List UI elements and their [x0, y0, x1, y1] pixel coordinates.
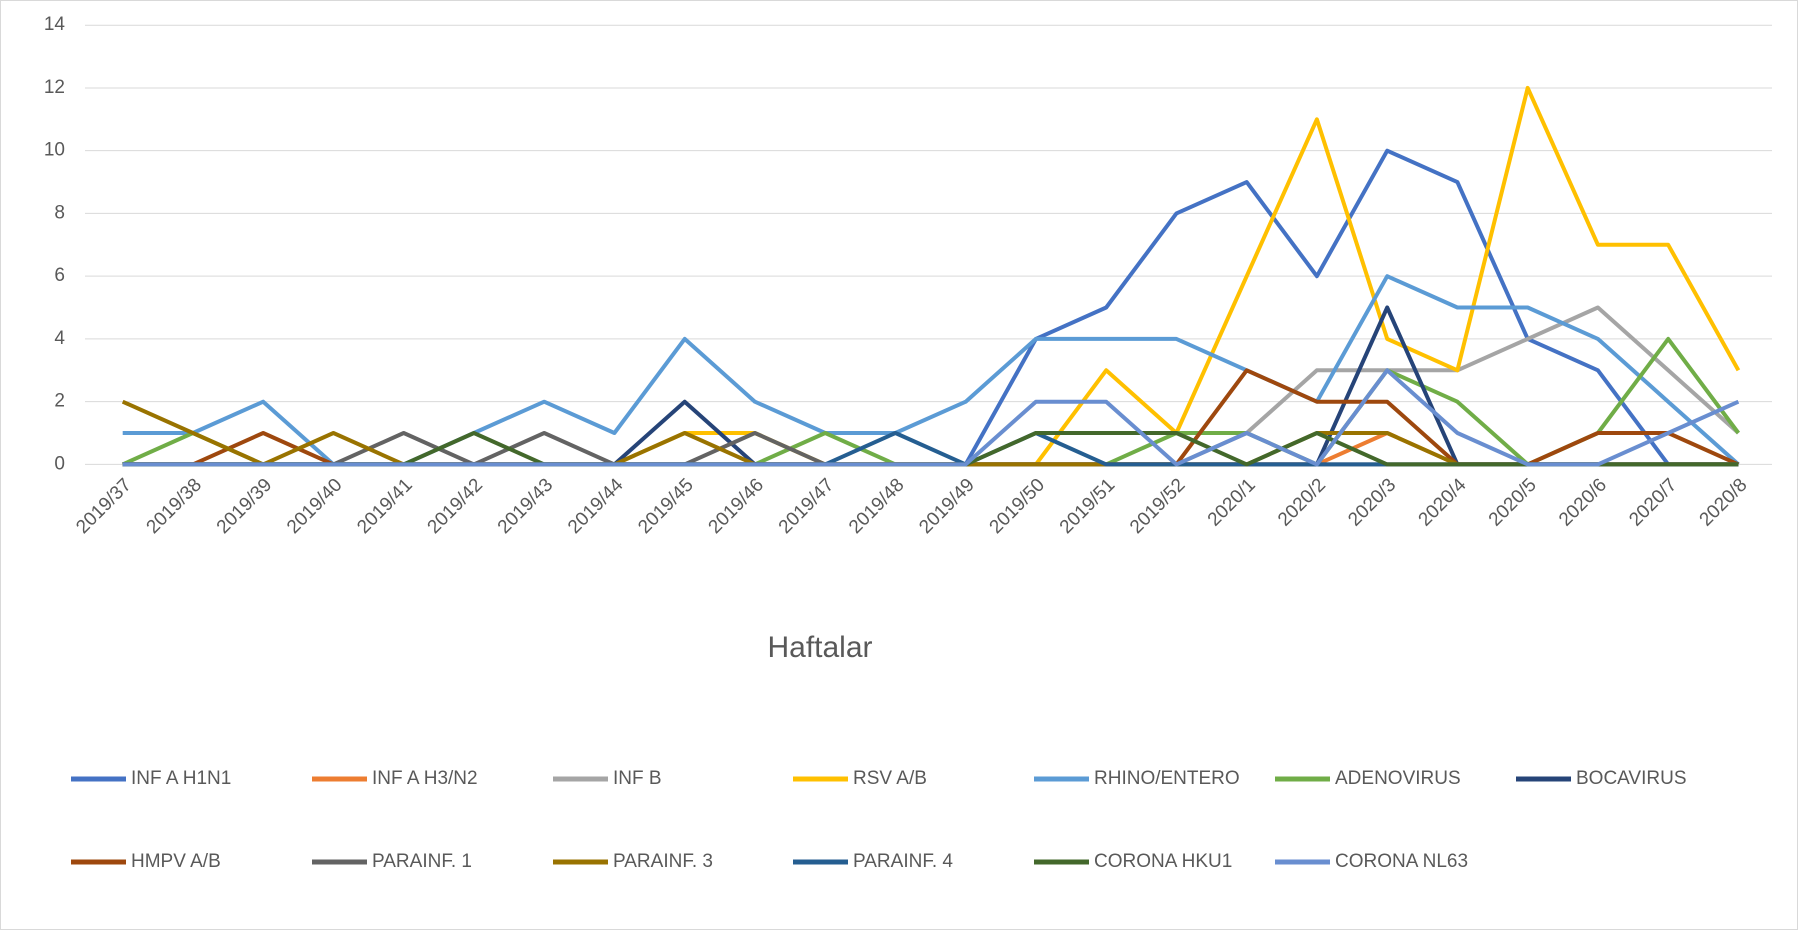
legend-label: BOCAVIRUS	[1576, 768, 1687, 789]
legend-label: INF A H3/N2	[372, 768, 478, 789]
y-tick-label: 4	[54, 328, 65, 349]
legend-label: CORONA HKU1	[1094, 851, 1232, 872]
legend-label: INF B	[613, 768, 662, 789]
y-tick-label: 12	[44, 77, 65, 98]
series-line	[122, 368, 1740, 467]
y-tick-label: 2	[54, 391, 65, 412]
legend-label: HMPV A/B	[131, 851, 221, 872]
legend-label: PARAINF. 1	[372, 851, 472, 872]
legend-label: PARAINF. 3	[613, 851, 713, 872]
legend-label: ADENOVIRUS	[1335, 768, 1461, 789]
legend-label: RSV A/B	[853, 768, 927, 789]
x-axis-title: Haftalar	[767, 631, 872, 664]
legend-label: INF A H1N1	[131, 768, 231, 789]
y-tick-label: 6	[54, 265, 65, 286]
legend-label: PARAINF. 4	[853, 851, 953, 872]
y-tick-label: 10	[44, 140, 65, 161]
y-tick-label: 0	[54, 453, 65, 474]
y-tick-label: 14	[44, 14, 66, 35]
legend-label: CORONA NL63	[1335, 851, 1468, 872]
legend-label: RHINO/ENTERO	[1094, 768, 1240, 789]
y-tick-label: 8	[54, 202, 65, 223]
